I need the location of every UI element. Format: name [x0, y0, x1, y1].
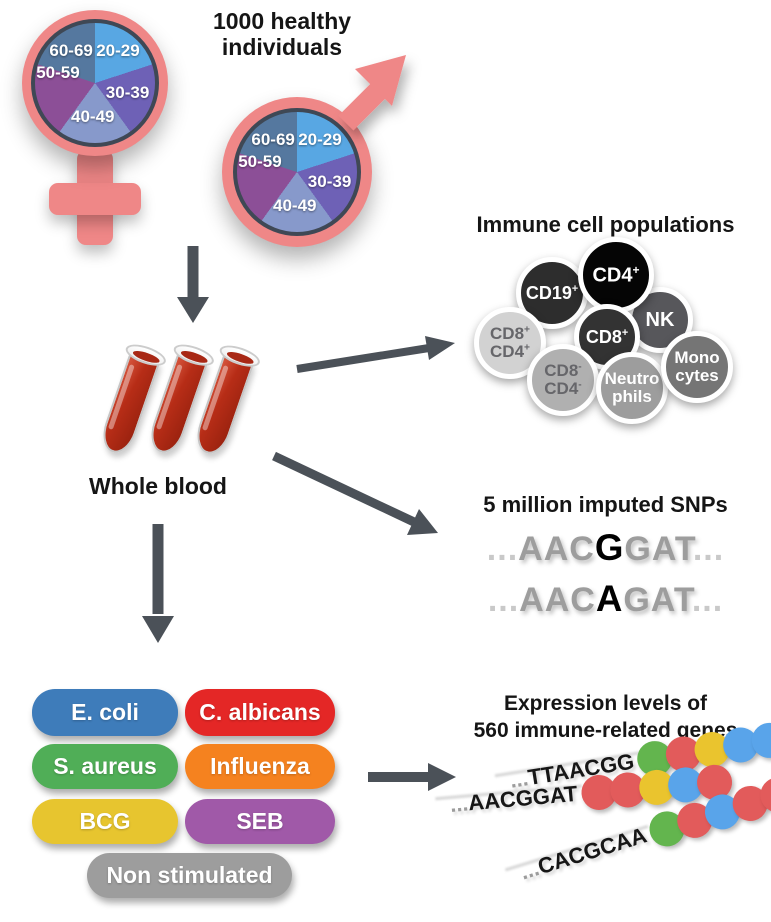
age-label-30-39: 30-39	[307, 172, 352, 191]
snp-ellipsis: ...	[487, 581, 520, 619]
snps-title: 5 million imputed SNPs	[483, 492, 728, 517]
female-cross-horizontal-bar	[49, 183, 141, 215]
expression-title: Expression levels of 560 immune-related …	[440, 690, 771, 744]
stimulus-ecoli: E. coli	[32, 689, 178, 736]
snp-variant-allele: A	[595, 578, 624, 619]
male-symbol-ring: 20-29 30-39 40-49 50-59 60-69	[222, 97, 372, 247]
age-label-30-39: 30-39	[105, 83, 150, 102]
cohort-title: 1000 healthy individuals	[180, 8, 384, 60]
stimulus-non-stimulated-label: Non stimulated	[106, 862, 273, 888]
snp-variant-allele: G	[594, 527, 625, 568]
stimulus-calbicans: C. albicans	[185, 689, 335, 736]
snp-ellipsis: ...	[692, 530, 725, 568]
cell-cd8pos-label: CD8	[490, 324, 525, 344]
snp-sequence: AAC	[518, 530, 595, 568]
stimulus-non-stimulated: Non stimulated	[87, 853, 292, 898]
cohort-title-line1: 1000 healthy	[212, 8, 352, 34]
snp-ellipsis: ...	[691, 581, 724, 619]
age-label-50-59: 50-59	[238, 151, 282, 171]
cell-cd4-label: CD4	[592, 264, 633, 287]
age-label-20-29: 20-29	[298, 130, 342, 149]
snp-sequence: GAT	[624, 530, 693, 568]
snps-section: 5 million imputed SNPs ...AACGGAT... ...…	[440, 492, 771, 620]
age-label-40-49: 40-49	[71, 107, 115, 126]
cell-cd4neg-sup: -	[578, 379, 582, 391]
cell-cd8pos-sup: +	[524, 324, 530, 336]
age-label-20-29: 20-29	[96, 41, 140, 60]
cell-cd8-sup: +	[621, 326, 629, 339]
cell-neutrophils-line2: phils	[612, 387, 652, 406]
cell-cd8neg-label: CD8	[544, 361, 579, 381]
stimulus-influenza: Influenza	[185, 744, 335, 789]
stimulus-saureus: S. aureus	[32, 744, 178, 789]
expression-title-line2: 560 immune-related genes	[473, 719, 738, 742]
snp-sequence-row: ...AACAGAT...	[440, 578, 771, 620]
female-age-pie: 20-29 30-39 40-49 50-59 60-69	[31, 19, 159, 147]
age-label-40-49: 40-49	[273, 196, 317, 215]
stimulus-influenza-label: Influenza	[210, 753, 310, 779]
arrow-blood-to-snps	[272, 451, 438, 535]
female-symbol-ring: 20-29 30-39 40-49 50-59 60-69	[22, 10, 168, 156]
snp-ellipsis: ...	[486, 530, 519, 568]
male-symbol-arrow	[338, 55, 406, 131]
cell-monocytes-line2: cytes	[675, 366, 719, 385]
cell-cd8-label: CD8	[585, 326, 622, 347]
cell-cd4pos-sup: +	[524, 342, 530, 354]
cell-cd19-sup: +	[571, 282, 579, 295]
age-label-60-69: 60-69	[49, 41, 93, 60]
whole-blood-label: Whole blood	[89, 473, 227, 499]
expression-title-line1: Expression levels of	[503, 692, 708, 715]
immune-populations-title: Immune cell populations	[476, 212, 735, 237]
stimulus-saureus-label: S. aureus	[53, 753, 157, 779]
arrow-individuals-to-blood	[177, 246, 209, 323]
cell-neutrophils: Neutro phils	[596, 352, 668, 424]
cell-cd4pos-label: CD4	[490, 342, 525, 361]
age-label-50-59: 50-59	[36, 62, 80, 82]
cohort-title-line2: individuals	[221, 34, 343, 60]
cell-neutrophils-line1: Neutro	[604, 369, 660, 389]
male-age-pie: 20-29 30-39 40-49 50-59 60-69	[233, 108, 361, 236]
cell-cd8neg-cd4neg: CD8- CD4-	[527, 344, 599, 416]
cell-cd4neg-label: CD4	[544, 379, 579, 398]
cell-cd19-label: CD19	[525, 282, 572, 303]
stimulus-calbicans-label: C. albicans	[199, 699, 321, 725]
snp-sequence: GAT	[623, 581, 692, 619]
stimulus-bcg: BCG	[32, 799, 178, 844]
cell-cd4-sup: +	[632, 262, 640, 277]
stimulus-seb: SEB	[185, 799, 335, 844]
snp-sequence: AAC	[519, 581, 596, 619]
cell-nk-label: NK	[645, 308, 675, 331]
strand-sequence: AACGGAT	[467, 780, 579, 816]
stimulus-seb-label: SEB	[236, 808, 284, 834]
cell-cd8neg-sup: -	[578, 361, 582, 373]
arrow-blood-to-stimuli	[142, 524, 174, 643]
stimulus-ecoli-label: E. coli	[71, 699, 139, 725]
snp-sequence-row: ...AACGGAT...	[440, 527, 771, 569]
cell-cd4: CD4+	[578, 237, 654, 313]
arrow-blood-to-cells	[296, 336, 455, 373]
strand-sequence: CACGCAA	[534, 822, 650, 880]
stimulus-bcg-label: BCG	[79, 808, 131, 834]
cell-monocytes: Mono cytes	[661, 331, 733, 403]
arrow-stimuli-to-expression	[368, 763, 456, 791]
age-label-60-69: 60-69	[251, 130, 295, 149]
cell-monocytes-line1: Mono	[674, 348, 720, 368]
